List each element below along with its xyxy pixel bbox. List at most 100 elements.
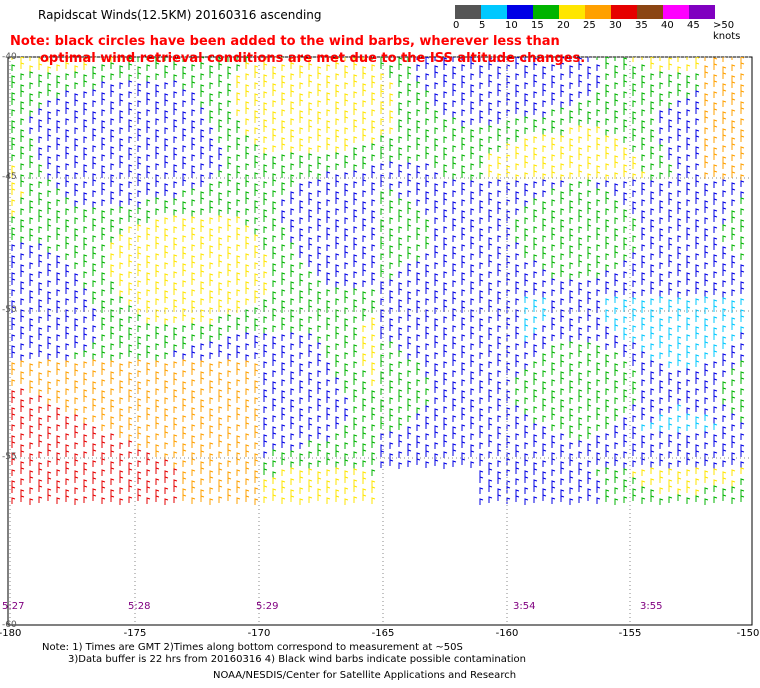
- wind-barb: [308, 209, 313, 216]
- wind-barb: [443, 125, 448, 132]
- wind-barb: [398, 108, 403, 115]
- wind-barb: [173, 254, 178, 261]
- wind-barb: [515, 135, 520, 142]
- wind-barb: [38, 305, 43, 312]
- wind-barb: [461, 210, 466, 217]
- wind-barb: [173, 74, 178, 81]
- wind-barb: [542, 162, 547, 169]
- wind-barb: [317, 72, 322, 79]
- wind-barb: [542, 443, 547, 450]
- wind-barb: [200, 253, 205, 260]
- wind-barb: [83, 74, 88, 81]
- wind-barb: [533, 164, 538, 171]
- wind-barb: [371, 255, 376, 262]
- wind-barb: [722, 308, 727, 315]
- wind-barb: [470, 377, 475, 384]
- wind-barb: [407, 398, 412, 405]
- time-label: 3:55: [640, 601, 663, 612]
- wind-barb: [308, 57, 313, 64]
- wind-barb: [380, 163, 385, 170]
- wind-barb: [722, 190, 727, 197]
- wind-barb: [299, 352, 304, 359]
- wind-barb: [596, 255, 601, 262]
- wind-barb: [380, 405, 385, 412]
- wind-barb: [425, 101, 430, 108]
- wind-barb: [92, 66, 97, 73]
- wind-barb: [659, 110, 664, 117]
- wind-barb: [515, 315, 520, 322]
- wind-barb: [605, 489, 610, 496]
- wind-barb: [92, 111, 97, 118]
- wind-barb: [668, 181, 673, 188]
- wind-barb: [587, 179, 592, 186]
- wind-barb: [200, 309, 205, 316]
- wind-barb: [677, 162, 682, 169]
- wind-barb: [173, 423, 178, 430]
- wind-barb: [308, 164, 313, 171]
- wind-barb: [353, 389, 358, 396]
- wind-barb: [263, 57, 268, 64]
- wind-barb: [587, 477, 592, 484]
- wind-barb: [290, 152, 295, 159]
- wind-barb: [551, 368, 556, 375]
- wind-barb: [632, 432, 637, 439]
- wind-barb: [380, 129, 385, 136]
- wind-barb: [740, 388, 745, 395]
- wind-barb: [209, 172, 214, 179]
- wind-barb: [308, 479, 313, 486]
- wind-barb: [416, 345, 421, 352]
- wind-barb: [515, 84, 520, 91]
- wind-barb: [605, 298, 610, 305]
- wind-barb: [335, 444, 340, 451]
- wind-barb: [11, 261, 16, 268]
- wind-barb: [452, 353, 457, 360]
- wind-barb: [497, 342, 502, 349]
- wind-barb: [209, 71, 214, 78]
- wind-barb: [407, 336, 412, 343]
- wind-barb: [596, 154, 601, 161]
- wind-barb: [11, 199, 16, 206]
- wind-barb: [83, 164, 88, 171]
- wind-barb: [704, 82, 709, 89]
- wind-barb: [101, 345, 106, 352]
- wind-barb: [425, 208, 430, 215]
- wind-barb: [38, 147, 43, 154]
- wind-barb: [596, 480, 601, 487]
- wind-barb: [335, 191, 340, 198]
- wind-barb: [587, 449, 592, 456]
- wind-barb: [668, 164, 673, 171]
- wind-barb: [236, 480, 241, 487]
- wind-barb: [344, 57, 346, 61]
- wind-barb: [92, 72, 97, 79]
- wind-barb: [533, 333, 538, 340]
- time-label: 5:29: [256, 601, 279, 612]
- wind-barb: [425, 343, 430, 350]
- wind-barb: [263, 170, 268, 177]
- wind-barb: [623, 305, 628, 312]
- wind-barb: [110, 360, 115, 367]
- lon-label: -180: [0, 628, 22, 639]
- wind-barb: [38, 333, 43, 340]
- wind-barb: [542, 297, 547, 304]
- wind-barb: [344, 161, 349, 168]
- wind-barb: [308, 305, 313, 312]
- wind-barb: [533, 153, 538, 160]
- wind-barb: [704, 369, 709, 376]
- wind-barb: [326, 171, 331, 178]
- wind-barb: [524, 116, 529, 123]
- wind-barb: [704, 251, 709, 258]
- wind-barb: [479, 93, 484, 100]
- wind-barb: [578, 479, 583, 486]
- wind-barb: [344, 127, 349, 134]
- wind-barb: [533, 237, 538, 244]
- wind-barb: [623, 80, 628, 87]
- wind-barb: [533, 198, 538, 205]
- wind-barb: [65, 461, 70, 468]
- wind-barb: [38, 350, 43, 357]
- wind-barb: [704, 341, 709, 348]
- wind-barb: [326, 289, 331, 296]
- wind-barb: [263, 485, 268, 492]
- wind-barb: [425, 287, 430, 294]
- wind-barb: [704, 273, 709, 280]
- wind-barb: [470, 118, 475, 125]
